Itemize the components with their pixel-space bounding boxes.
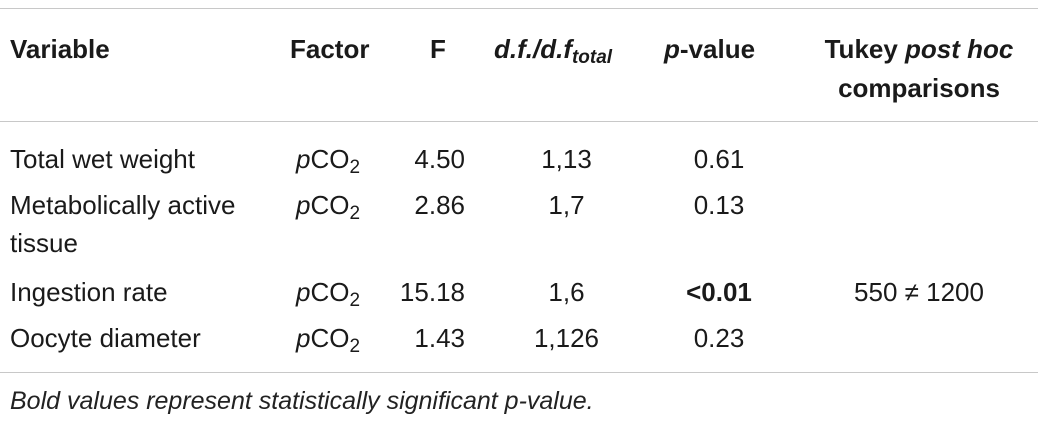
cell-p-value: 0.61	[693, 144, 745, 174]
factor-co: CO	[310, 323, 350, 353]
factor-p: p	[296, 144, 311, 174]
header-p-value: p-value	[664, 34, 755, 64]
cell-df: 1,6	[548, 277, 585, 307]
cell-tukey: 550 ≠ 1200	[854, 277, 984, 307]
cell-p-value: 0.13	[693, 190, 745, 220]
factor-p: p	[296, 190, 311, 220]
header-p-suffix: -value	[679, 34, 756, 64]
factor-sub: 2	[349, 157, 361, 178]
factor-p: p	[296, 277, 311, 307]
cell-factor: pCO2	[296, 323, 360, 356]
cell-variable-line2: tissue	[10, 228, 78, 258]
header-tukey-line1: Tukey post hoc	[800, 34, 1038, 64]
cell-variable: Oocyte diameter	[10, 323, 201, 353]
cell-factor: pCO2	[296, 190, 360, 223]
header-df: d.f./d.ftotal	[494, 34, 612, 67]
cell-df: 1,126	[533, 323, 600, 353]
table-footnote: Bold values represent statistically sign…	[10, 387, 594, 415]
cell-df: 1,13	[541, 144, 592, 174]
header-tukey-line2: comparisons	[838, 73, 1000, 103]
factor-co: CO	[310, 190, 350, 220]
cell-f: 4.50	[414, 144, 465, 174]
header-variable: Variable	[10, 34, 110, 64]
factor-sub: 2	[349, 336, 361, 357]
factor-sub: 2	[349, 290, 361, 311]
cell-f: 15.18	[399, 277, 465, 307]
factor-p: p	[296, 323, 311, 353]
cell-factor: pCO2	[296, 277, 360, 310]
header-tukey-posthoc: post hoc	[905, 34, 1014, 64]
header-df-sub: total	[571, 47, 613, 68]
cell-factor: pCO2	[296, 144, 360, 177]
cell-df: 1,7	[548, 190, 585, 220]
cell-p-value-significant: <0.01	[686, 277, 752, 307]
header-bottom-rule	[0, 121, 1038, 122]
factor-co: CO	[310, 144, 350, 174]
header-df-label: d.f./d.f	[494, 34, 572, 64]
cell-f: 2.86	[414, 190, 465, 220]
cell-f: 1.43	[414, 323, 465, 353]
cell-variable: Ingestion rate	[10, 277, 168, 307]
cell-variable-line1: Metabolically active	[10, 190, 236, 220]
header-factor: Factor	[290, 34, 370, 64]
factor-sub: 2	[349, 203, 361, 224]
header-tukey-text: Tukey	[824, 34, 906, 64]
table-bottom-rule	[0, 372, 1038, 373]
cell-variable: Total wet weight	[10, 144, 195, 174]
header-p-prefix: p	[664, 34, 680, 64]
table-top-rule	[0, 8, 1038, 9]
factor-co: CO	[310, 277, 350, 307]
header-f: F	[430, 34, 446, 64]
cell-p-value: 0.23	[693, 323, 745, 353]
